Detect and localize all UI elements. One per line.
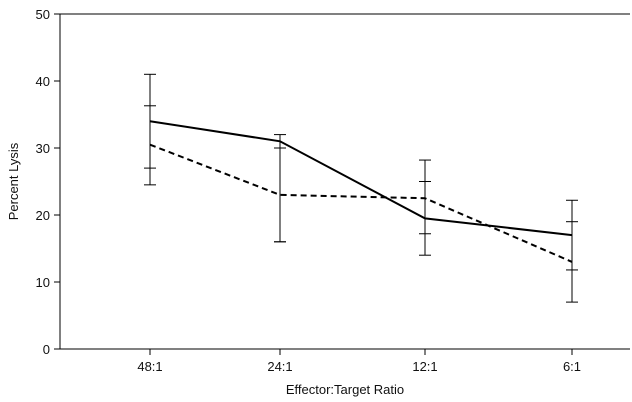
x-tick-label: 48:1 xyxy=(137,359,162,374)
y-tick-label: 40 xyxy=(36,74,50,89)
plot-frame xyxy=(59,13,630,350)
y-tick-label: 0 xyxy=(43,342,50,357)
error-bars-layer xyxy=(144,73,578,303)
y-ticks: 0 10 20 30 40 50 xyxy=(36,7,60,357)
series-layer xyxy=(149,120,573,263)
y-axis-title: Percent Lysis xyxy=(6,142,21,220)
x-tick-label: 12:1 xyxy=(412,359,437,374)
x-tick-label: 6:1 xyxy=(563,359,581,374)
y-tick-label: 20 xyxy=(36,208,50,223)
x-ticks: 48:1 24:1 12:1 6:1 xyxy=(137,349,581,374)
x-axis-title: Effector:Target Ratio xyxy=(286,382,404,397)
x-tick-label: 24:1 xyxy=(267,359,292,374)
y-tick-label: 50 xyxy=(36,7,50,22)
series-line-1 xyxy=(149,120,573,237)
y-tick-label: 10 xyxy=(36,275,50,290)
y-tick-label: 30 xyxy=(36,141,50,156)
series-line-2 xyxy=(149,143,573,263)
